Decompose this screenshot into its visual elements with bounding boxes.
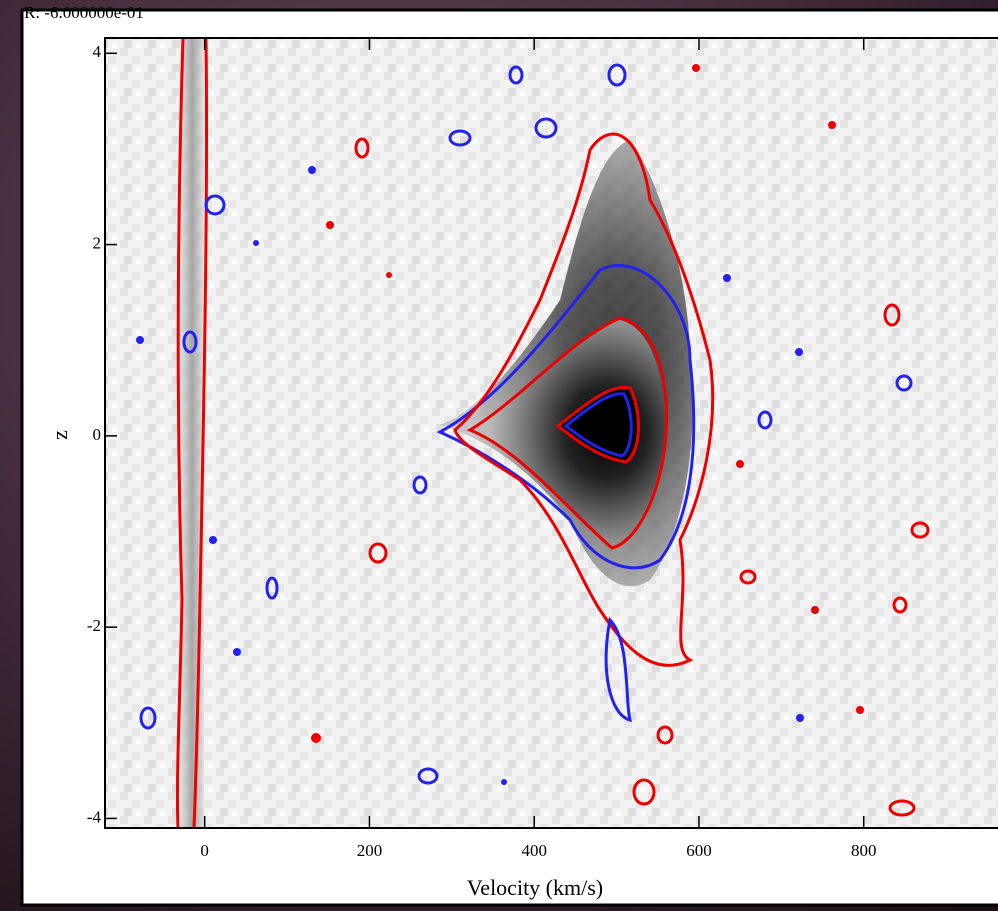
x-tick-label: 600 (686, 841, 712, 860)
speck (736, 460, 744, 468)
island (739, 569, 757, 585)
y-tick-label: 4 (93, 42, 102, 61)
header: R: -6.000000e-01 (24, 3, 144, 22)
island (910, 521, 930, 539)
contour (466, 316, 668, 550)
speck (811, 606, 819, 614)
speck (311, 733, 321, 743)
y-tick-label: -2 (87, 616, 101, 635)
island (883, 303, 901, 327)
speck (209, 536, 217, 544)
island (368, 542, 388, 564)
speck (326, 221, 334, 229)
contour (192, 38, 209, 828)
speck (136, 336, 144, 344)
peak (560, 387, 637, 460)
contour (453, 132, 715, 667)
speck (233, 648, 241, 656)
island (632, 778, 656, 806)
island (139, 706, 157, 730)
island (412, 475, 428, 495)
speck (856, 706, 864, 714)
x-tick-label: 400 (521, 841, 547, 860)
x-tick-label: 200 (357, 841, 383, 860)
island (265, 576, 279, 600)
y-tick-label: -4 (87, 807, 102, 826)
island (448, 129, 472, 147)
plot-frame (104, 37, 998, 829)
y-axis-title: z (47, 430, 72, 440)
contour (555, 385, 640, 464)
contour (436, 264, 696, 570)
island (892, 596, 908, 614)
x-axis-title: Velocity (km/s) (467, 875, 603, 900)
x-tick-label: 800 (851, 841, 877, 860)
speck (723, 274, 731, 282)
island (607, 63, 627, 87)
contour (175, 38, 185, 828)
island (204, 194, 226, 216)
island (888, 799, 916, 817)
specks (136, 64, 864, 785)
island (508, 65, 524, 85)
image (105, 38, 998, 828)
speck (795, 348, 803, 356)
speck (501, 779, 507, 785)
speck (386, 272, 392, 278)
contour (604, 616, 633, 723)
speck (253, 240, 259, 246)
island (757, 410, 773, 430)
island (417, 767, 439, 785)
contour (563, 392, 633, 458)
contours (175, 38, 715, 828)
y-tick-label: 2 (93, 233, 102, 252)
y-tick-label: 0 (93, 425, 102, 444)
speck (796, 714, 804, 722)
island (354, 137, 370, 159)
speck (308, 166, 316, 174)
island (895, 374, 913, 392)
speck (692, 64, 700, 72)
x-tick-label: 0 (200, 841, 209, 860)
island (534, 117, 558, 139)
island (656, 725, 674, 745)
band (180, 38, 204, 828)
island (182, 330, 198, 354)
speck (828, 121, 836, 129)
islands (139, 63, 930, 817)
